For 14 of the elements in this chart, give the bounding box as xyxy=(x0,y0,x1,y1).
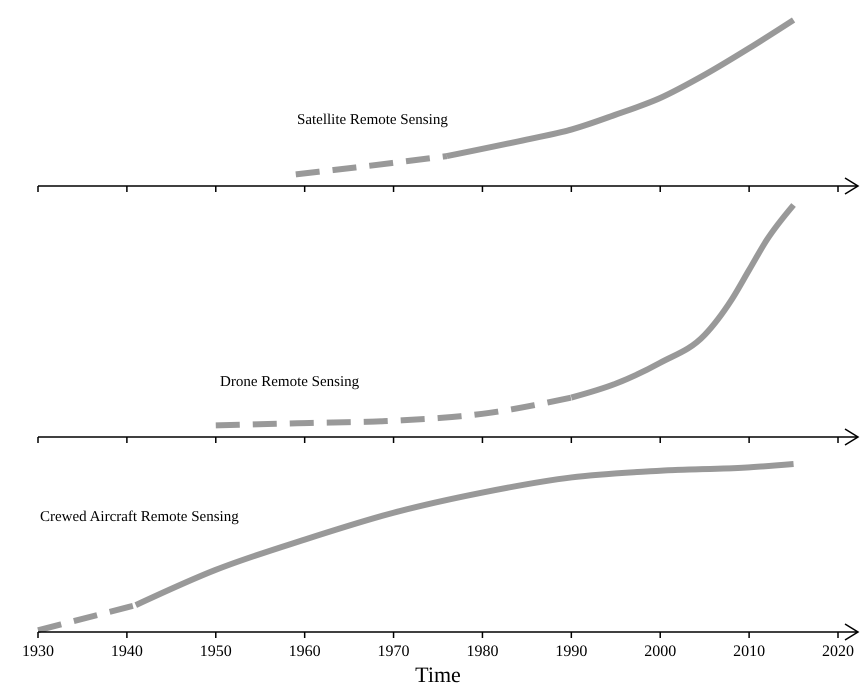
annotation: Drone Remote Sensing xyxy=(220,374,360,390)
x-tick-label: 1980 xyxy=(466,643,498,660)
annotation: Satellite Remote Sensing xyxy=(297,112,448,128)
x-tick-label: 1990 xyxy=(555,643,588,660)
x-tick-label: 1930 xyxy=(22,643,54,660)
x-tick-label: 1960 xyxy=(288,643,321,660)
x-tick-label: 1970 xyxy=(378,643,410,660)
x-axis-title: Time xyxy=(415,662,461,687)
annotation: Crewed Aircraft Remote Sensing xyxy=(40,509,240,525)
x-tick-label: 2000 xyxy=(644,643,676,660)
x-tick-label: 1950 xyxy=(200,643,232,660)
x-tick-label: 1940 xyxy=(110,643,143,660)
x-tick-label: 2020 xyxy=(822,643,854,660)
x-tick-label: 2010 xyxy=(733,643,766,660)
